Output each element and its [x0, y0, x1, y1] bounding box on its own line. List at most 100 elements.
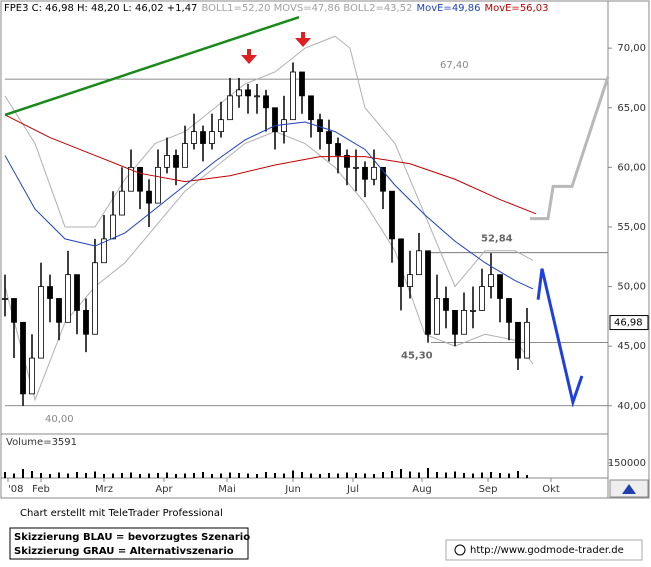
- x-tick-label: Aug: [412, 484, 432, 495]
- candle: [128, 166, 134, 192]
- candle: [101, 238, 107, 264]
- volume-bar: [256, 474, 258, 478]
- candle: [398, 238, 404, 287]
- x-tick-label: Apr: [155, 484, 173, 495]
- candle: [407, 274, 413, 287]
- volume-bar: [31, 471, 33, 478]
- volume-bar: [319, 474, 321, 478]
- volume-bar: [13, 473, 15, 478]
- volume-bar: [499, 473, 501, 478]
- candle: [452, 310, 458, 335]
- volume-bar: [301, 472, 303, 478]
- volume-bar: [247, 473, 249, 478]
- nav-icon: [622, 484, 636, 494]
- line-1: [4, 121, 534, 290]
- candle: [74, 274, 80, 311]
- candle: [272, 107, 278, 132]
- y-tick-label: 70,00: [617, 43, 646, 54]
- x-tick-label: Sep: [479, 484, 498, 495]
- volume-bar: [454, 471, 456, 478]
- volume-bar: [283, 473, 285, 478]
- candle: [236, 89, 242, 97]
- volume-bar: [265, 472, 267, 478]
- volume-bar: [400, 469, 402, 478]
- candle: [29, 357, 35, 395]
- line-4: [4, 15, 300, 117]
- candle: [146, 190, 152, 204]
- candle: [119, 190, 125, 216]
- candle: [479, 286, 485, 311]
- candle: [155, 166, 161, 204]
- level-label: 45,30: [401, 351, 433, 362]
- volume-bar: [436, 472, 438, 478]
- url-box[interactable]: [445, 539, 643, 561]
- x-tick-label: Mai: [218, 484, 236, 495]
- y-tick-label: 50,00: [617, 282, 646, 293]
- volume-bar: [58, 472, 60, 478]
- volume-bar: [157, 473, 159, 478]
- candle: [245, 89, 251, 97]
- candle: [425, 250, 431, 335]
- candle: [164, 155, 170, 168]
- volume-bar: [463, 473, 465, 478]
- candle: [497, 274, 503, 299]
- volume-bar: [85, 473, 87, 478]
- line-2: [4, 35, 534, 288]
- line-6: [530, 76, 610, 221]
- volume-bar: [310, 473, 312, 478]
- y-tick-label: 150000: [608, 458, 646, 469]
- candle: [389, 190, 395, 240]
- x-tick-label: Okt: [542, 484, 560, 495]
- candle: [218, 119, 224, 132]
- candle: [200, 131, 206, 144]
- volume-bar: [103, 474, 105, 478]
- candle: [2, 298, 8, 300]
- volume-bar: [274, 473, 276, 478]
- top-arrow: [241, 49, 257, 64]
- volume-bar: [517, 471, 519, 478]
- line-0: [4, 114, 537, 215]
- header-item: FPE3 C: 46,98 H: 48,20 L: 46,02 +1,47: [4, 3, 197, 14]
- volume-bar: [220, 473, 222, 478]
- candle: [110, 214, 116, 240]
- volume-bar: [139, 474, 141, 478]
- volume-bar: [427, 468, 429, 478]
- candle: [173, 155, 179, 168]
- volume-bar: [130, 472, 132, 478]
- candle: [344, 155, 350, 168]
- volume-bar: [391, 471, 393, 478]
- candle: [443, 298, 449, 311]
- volume-label: Volume=3591: [6, 437, 77, 448]
- volume-bar: [166, 472, 168, 478]
- volume-bar: [481, 472, 483, 478]
- candle: [326, 131, 332, 144]
- level-label: 52,84: [481, 234, 513, 245]
- copyright-icon: [454, 544, 466, 556]
- level-label: 67,40: [440, 60, 469, 71]
- candle: [506, 298, 512, 323]
- candle: [515, 321, 521, 359]
- volume-bar: [148, 473, 150, 478]
- note: Skizzierung BLAU = bevorzugtes Szenario: [14, 532, 250, 543]
- candle: [308, 95, 314, 121]
- last-price-box: [609, 315, 649, 331]
- volume-bar: [337, 473, 339, 478]
- candle: [281, 119, 287, 132]
- last-price: 46,98: [614, 318, 643, 329]
- volume-bar: [184, 473, 186, 478]
- url[interactable]: http://www.godmode-trader.de: [470, 545, 624, 556]
- candle: [461, 310, 467, 335]
- y-tick-label: 40,00: [617, 401, 646, 412]
- volume-bar: [382, 472, 384, 478]
- volume-bar: [346, 472, 348, 478]
- volume-bar: [229, 472, 231, 478]
- candle: [263, 95, 269, 109]
- x-tick-label: Jun: [284, 484, 301, 495]
- x-tick-label: Jul: [346, 484, 359, 495]
- volume-bar: [22, 469, 24, 478]
- header-item: MovE=56,03: [484, 3, 548, 14]
- candle: [38, 286, 44, 359]
- candle: [362, 166, 368, 180]
- volume-bar: [94, 471, 96, 478]
